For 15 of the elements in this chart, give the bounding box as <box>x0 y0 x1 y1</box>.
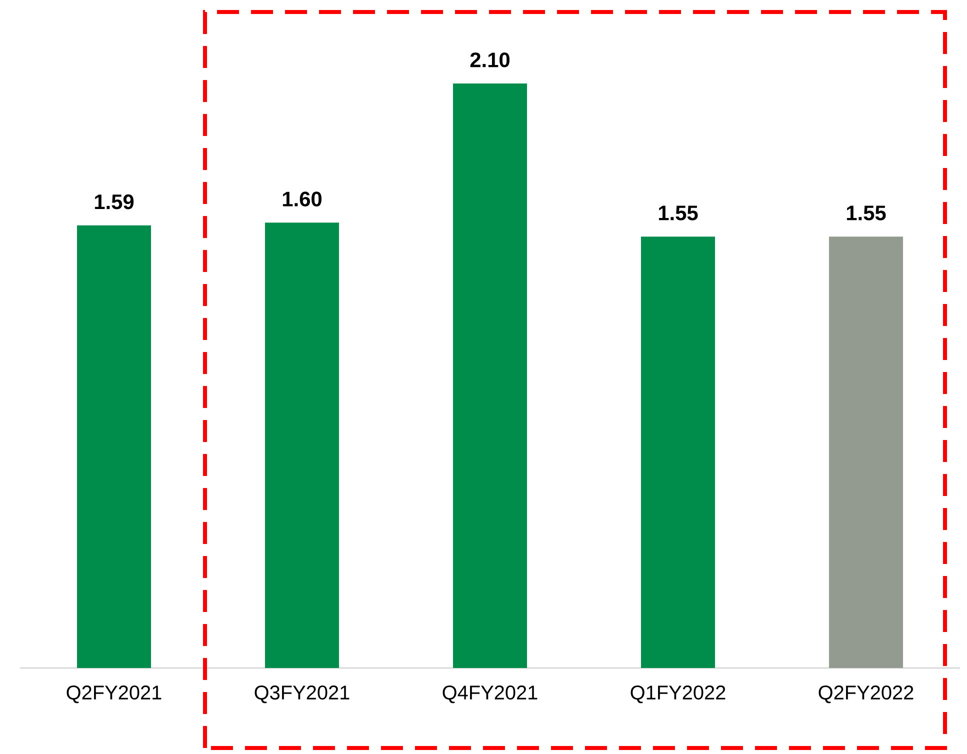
x-tick-label: Q4FY2021 <box>442 686 538 704</box>
data-label: 1.55 <box>846 206 886 220</box>
x-tick-label: Q3FY2021 <box>254 686 350 704</box>
x-tick-label: Q2FY2022 <box>818 686 914 704</box>
bar <box>77 225 152 668</box>
data-label: 1.60 <box>282 192 322 206</box>
data-label: 2.10 <box>470 52 510 68</box>
x-tick-label: Q2FY2021 <box>66 686 162 704</box>
data-label: 1.55 <box>658 206 698 220</box>
bar <box>641 236 716 668</box>
data-label: 1.59 <box>94 194 134 210</box>
x-tick-label: Q1FY2022 <box>630 686 726 704</box>
bar <box>453 83 528 668</box>
bar <box>265 222 340 668</box>
bar <box>829 236 904 668</box>
